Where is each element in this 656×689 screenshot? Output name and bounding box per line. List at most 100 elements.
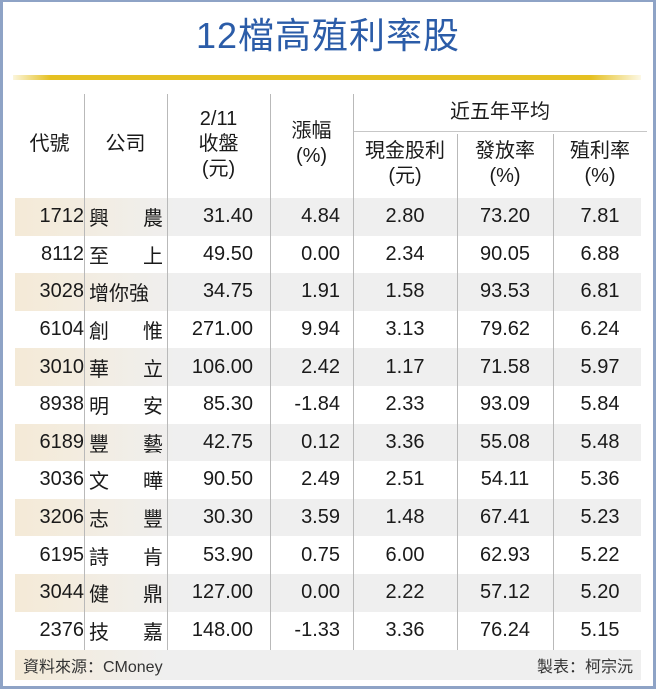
company-name-part: 肯 — [143, 546, 163, 569]
payout-ratio: 79.62 — [479, 318, 531, 341]
stock-code: 3028 — [39, 280, 85, 303]
table-row: 3010 106.00 2.42 1.17 71.58 5.97 華立 — [15, 348, 641, 386]
company-name: 文曄 — [89, 461, 163, 499]
company-name-part: 明 — [89, 396, 109, 419]
stock-code: 3036 — [39, 468, 85, 491]
company-name-part: 詩 — [89, 546, 109, 569]
header-change-label: 漲幅 — [291, 120, 332, 142]
stock-code: 3010 — [39, 355, 85, 378]
dividend-yield: 6.24 — [580, 318, 620, 341]
column-divider — [353, 94, 354, 650]
header-group-divider — [353, 131, 647, 132]
header-code-label: 代號 — [29, 132, 70, 155]
dividend-yield: 5.20 — [580, 581, 620, 604]
table-row: 6104 271.00 9.94 3.13 79.62 6.24 創惟 — [15, 311, 641, 349]
company-name-part: 曄 — [143, 471, 163, 494]
dividend-yield: 5.84 — [580, 393, 620, 416]
payout-ratio: 55.08 — [479, 430, 531, 453]
stock-code: 8112 — [40, 242, 84, 265]
header-code: 代號 — [15, 94, 84, 194]
price-change: 0.00 — [301, 242, 340, 265]
header-dividend-unit: (元) — [388, 165, 422, 187]
header-payout-unit: (%) — [489, 165, 521, 187]
header-yield-label: 殖利率 — [570, 140, 630, 162]
table-row: 6189 42.75 0.12 3.36 55.08 5.48 豐藝 — [15, 423, 641, 462]
header-close-label: 收盤 — [198, 132, 239, 155]
header-dividend: 現金股利 (元) — [353, 134, 457, 194]
company-name: 華立 — [89, 348, 163, 386]
column-divider — [457, 134, 458, 650]
table-row: 3036 90.50 2.49 2.51 54.11 5.36 文曄 — [15, 461, 641, 499]
payout-ratio: 54.11 — [480, 468, 530, 491]
stock-code: 1712 — [39, 205, 85, 228]
payout-ratio: 67.41 — [479, 506, 531, 529]
company-name: 技嘉 — [89, 612, 163, 650]
header-change: 漲幅 (%) — [270, 94, 353, 194]
title-underline — [13, 75, 641, 80]
dividend-yield: 6.81 — [580, 280, 620, 303]
payout-ratio: 90.05 — [479, 242, 531, 265]
table-row: 3044 127.00 0.00 2.22 57.12 5.20 健鼎 — [15, 574, 641, 612]
price-change: 9.94 — [301, 318, 340, 341]
table-header: 代號 公司 2/11 收盤 (元) 漲幅 (%) 近五年平均 現金股利 (元) … — [15, 94, 647, 194]
company-name-part: 至 — [89, 245, 109, 268]
cash-dividend: 3.13 — [385, 318, 425, 341]
table-row: 1712 31.40 4.84 2.80 73.20 7.81 興農 — [15, 198, 641, 236]
cash-dividend: 3.36 — [385, 430, 425, 453]
company-name: 興農 — [89, 198, 163, 236]
close-price: 42.75 — [202, 430, 253, 453]
price-change: 0.75 — [301, 543, 340, 566]
company-name-part: 健 — [89, 584, 109, 607]
company-name-part: 文 — [89, 471, 109, 494]
company-name-part: 豐 — [89, 433, 109, 456]
cash-dividend: 6.00 — [385, 543, 425, 566]
cash-dividend: 2.34 — [385, 242, 425, 265]
column-divider — [167, 94, 168, 650]
company-name: 增你強 — [89, 273, 163, 311]
dividend-yield: 5.36 — [580, 468, 620, 491]
source-note: 資料來源：CMoney — [23, 659, 163, 676]
header-company-label: 公司 — [105, 132, 146, 155]
payout-ratio: 71.58 — [479, 355, 531, 378]
chart-title: 12檔高殖利率股 — [195, 15, 461, 56]
company-name: 創惟 — [89, 311, 163, 349]
price-change: -1.84 — [294, 393, 340, 416]
close-price: 148.00 — [191, 618, 253, 641]
table-row: 3028 34.75 1.91 1.58 93.53 6.81 增你強 — [15, 273, 641, 311]
header-group-label: 近五年平均 — [450, 100, 550, 123]
company-name: 至上 — [89, 236, 163, 274]
close-price: 31.40 — [202, 205, 253, 228]
price-change: 0.12 — [301, 430, 340, 453]
close-price: 34.75 — [202, 280, 253, 303]
dividend-yield: 5.23 — [580, 506, 620, 529]
table-row: 6195 53.90 0.75 6.00 62.93 5.22 詩肯 — [15, 536, 641, 574]
company-name-part: 志 — [89, 509, 109, 532]
price-change: 4.84 — [301, 205, 340, 228]
stock-code: 6195 — [39, 543, 85, 566]
column-divider — [84, 94, 85, 650]
table-row: 8938 85.30 -1.84 2.33 93.09 5.84 明安 — [15, 386, 641, 424]
column-divider — [553, 134, 554, 650]
header-yield: 殖利率 (%) — [553, 134, 647, 194]
cash-dividend: 2.80 — [385, 205, 425, 228]
header-payout-label: 發放率 — [475, 140, 535, 162]
close-price: 90.50 — [202, 468, 253, 491]
credit-note: 製表：柯宗沅 — [536, 659, 633, 676]
close-price: 127.00 — [191, 581, 253, 604]
price-change: 3.59 — [301, 506, 340, 529]
header-close-date: 2/11 — [199, 107, 238, 130]
company-name-part: 興 — [89, 208, 109, 231]
payout-ratio: 62.93 — [479, 543, 531, 566]
table-footer: 資料來源：CMoney 製表：柯宗沅 — [15, 650, 641, 680]
company-name: 健鼎 — [89, 574, 163, 612]
price-change: 1.91 — [301, 280, 340, 303]
price-change: 2.42 — [301, 355, 340, 378]
cash-dividend: 1.58 — [385, 280, 425, 303]
close-price: 85.30 — [202, 393, 253, 416]
company-name: 志豐 — [89, 499, 163, 537]
dividend-yield: 6.88 — [580, 242, 620, 265]
company-name-part: 華 — [89, 358, 109, 381]
cash-dividend: 2.33 — [385, 393, 425, 416]
table-row: 3206 30.30 3.59 1.48 67.41 5.23 志豐 — [15, 498, 641, 537]
